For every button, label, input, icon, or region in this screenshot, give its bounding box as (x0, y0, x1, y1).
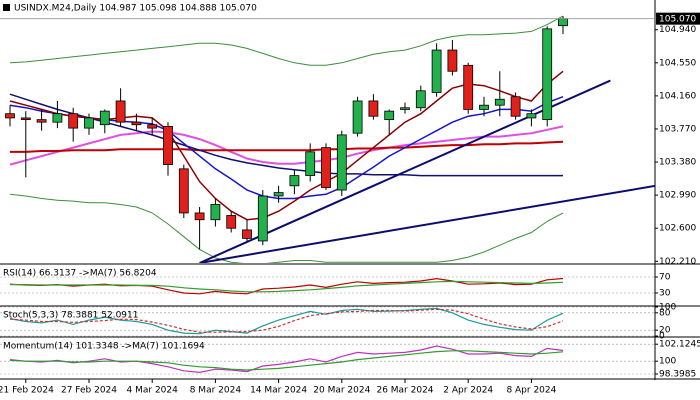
y-tick-label: 102.1245 (659, 340, 700, 350)
candle-body (226, 215, 237, 229)
x-tick-label: 27 Feb 2024 (61, 386, 117, 396)
x-tick-label: 2 Apr 2024 (443, 386, 493, 396)
candle-body (479, 104, 489, 110)
candle-body (84, 117, 94, 129)
plot-area (9, 345, 564, 374)
plot-area (5, 15, 655, 263)
title-icon (3, 4, 10, 11)
candle-body (400, 107, 410, 110)
candle-body (163, 126, 173, 165)
candle-body (194, 212, 205, 221)
candle-body (321, 147, 331, 188)
indicator-line (9, 277, 564, 295)
y-tick-label: 102.210 (659, 257, 696, 267)
candle-body (305, 151, 316, 177)
y-tick-label: 104.550 (659, 58, 696, 68)
y-tick-label: 102.990 (659, 191, 696, 201)
candle-body (68, 113, 79, 129)
y-tick-label: 98.3985 (659, 370, 696, 380)
candle-body (352, 100, 363, 134)
candle-body (494, 98, 505, 106)
overlay-line (9, 15, 564, 66)
y-tick-label: 102.600 (659, 224, 696, 234)
trendline (199, 79, 611, 263)
y-tick-label: 104.940 (659, 25, 696, 35)
last-price-box (656, 12, 700, 25)
indicator-line (9, 345, 564, 374)
overlay-line (10, 140, 564, 153)
indicator-line (9, 307, 564, 335)
candle-body (20, 117, 31, 121)
candle-body (526, 113, 537, 119)
candle-body (210, 204, 221, 221)
panel-title: Momentum(14) 101.3348 ->MA(7) 101.1694 (3, 342, 205, 352)
candle-body (99, 110, 110, 126)
indicator-line (9, 350, 564, 371)
candle-body (115, 100, 126, 123)
candle-body (273, 192, 284, 197)
y-tick-label: 103.770 (659, 124, 696, 134)
last-price-label: 105.070 (659, 15, 696, 25)
x-tick-label: 8 Mar 2024 (190, 386, 242, 396)
x-tick-label: 26 Mar 2024 (376, 386, 433, 396)
candle-body (178, 168, 189, 214)
candle-body (431, 49, 442, 93)
candle-body (510, 96, 521, 117)
candle-body (463, 64, 474, 110)
candle-body (336, 134, 347, 191)
y-tick-label: 100 (659, 303, 676, 313)
y-tick-label: 103.380 (659, 158, 696, 168)
y-tick-label: 80 (659, 308, 671, 318)
candle-body (257, 195, 268, 242)
overlay-line (9, 193, 564, 263)
panel-title: USINDX.M24,Daily 104.987 105.098 104.888… (14, 4, 257, 14)
candle-body (415, 90, 426, 109)
candle-body (242, 229, 252, 239)
candle-body (131, 121, 142, 126)
x-tick-label: 4 Mar 2024 (127, 386, 179, 396)
candle-body (52, 113, 63, 123)
indicator-line (10, 280, 564, 293)
candle-body (5, 113, 15, 119)
y-tick-label: 0 (659, 332, 665, 342)
candle-body (384, 110, 395, 121)
y-tick-label: 20 (659, 326, 671, 336)
candle-body (36, 119, 47, 123)
candle-body (368, 100, 379, 117)
x-tick-label: 14 Mar 2024 (250, 386, 307, 396)
panel-title: RSI(14) 66.3137 ->MA(7) 56.8204 (3, 269, 157, 279)
candle-body (147, 124, 158, 129)
candle-body (558, 18, 568, 27)
y-tick-label: 70 (659, 273, 671, 283)
candle-body (542, 28, 553, 121)
x-tick-label: 21 Feb 2024 (0, 386, 54, 396)
y-tick-label: 100 (659, 357, 676, 367)
indicator-line (9, 308, 564, 333)
plot-area (9, 307, 564, 335)
y-tick-label: 104.160 (659, 91, 696, 101)
panel-title: Stoch(5,3,3) 78.3881 52.0911 (3, 311, 138, 321)
candle-body (447, 49, 458, 72)
x-tick-label: 20 Mar 2024 (313, 386, 370, 396)
overlay-line (9, 125, 564, 166)
y-tick-label: 30 (659, 289, 671, 299)
plot-area (9, 277, 564, 295)
trendline (199, 184, 655, 263)
x-tick-label: 8 Apr 2024 (506, 386, 556, 396)
candle-body (289, 175, 300, 187)
